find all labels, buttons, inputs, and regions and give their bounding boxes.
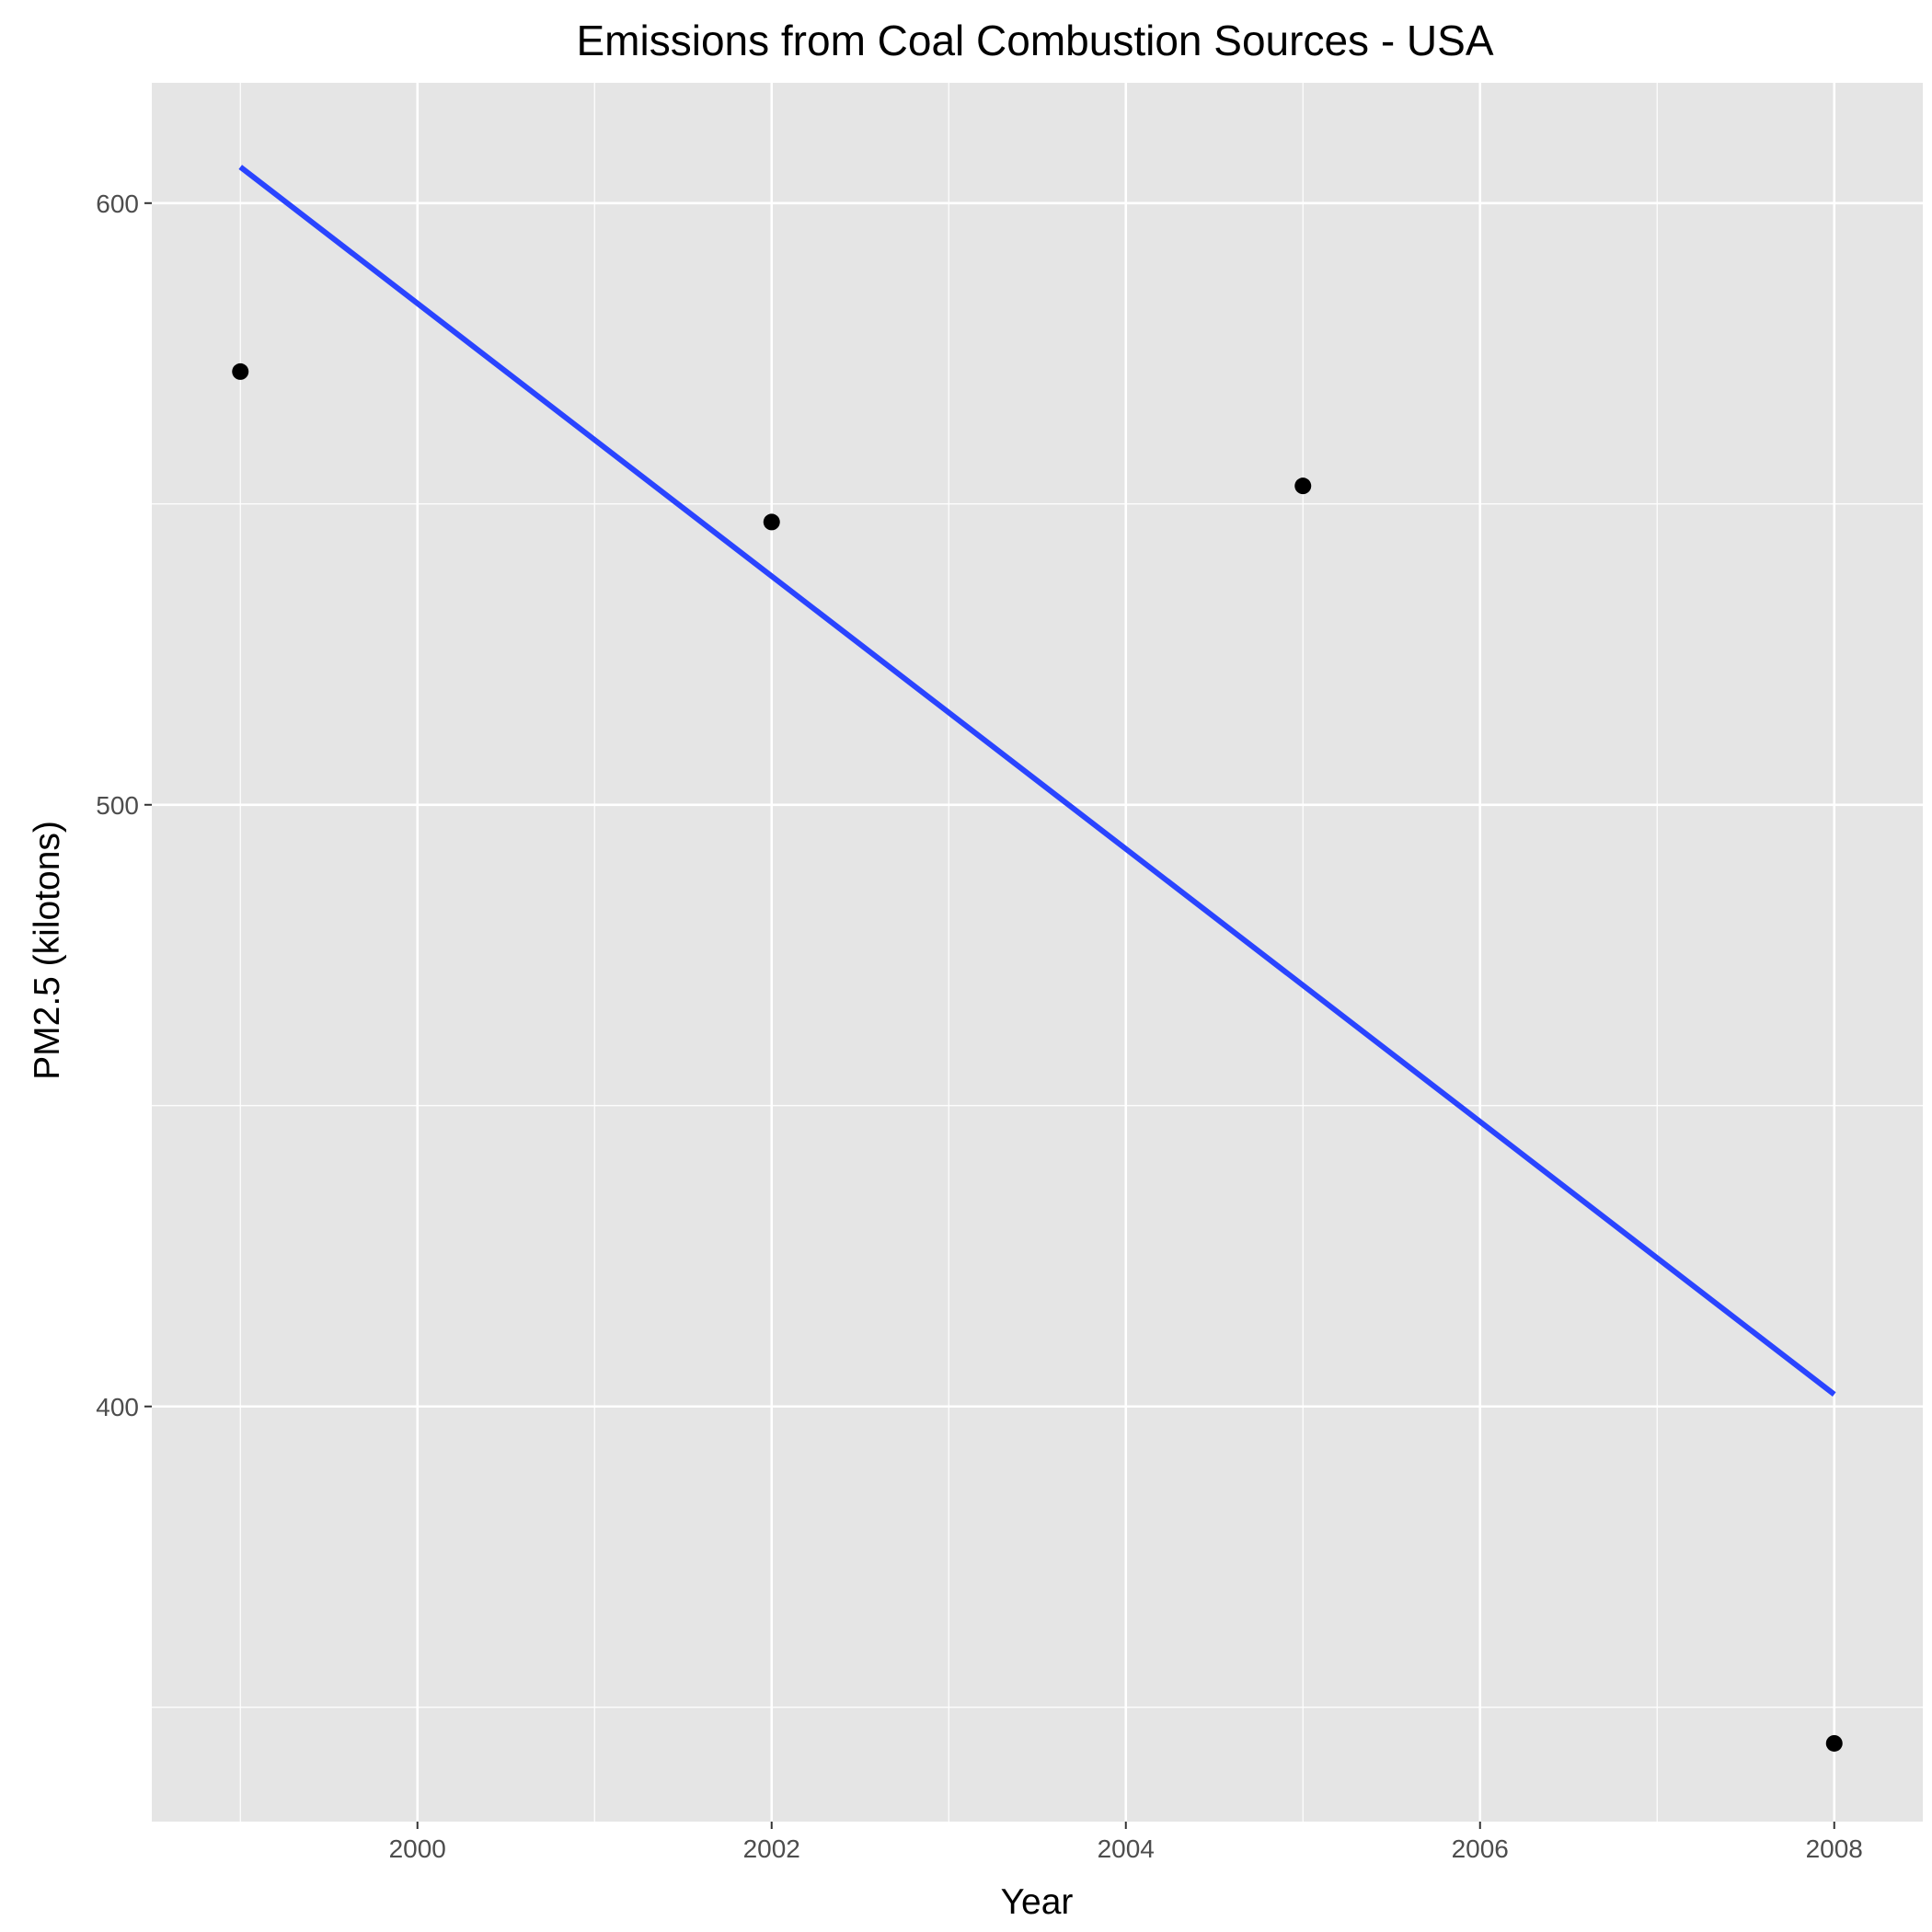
trend-line xyxy=(238,165,1836,1397)
y-tick-label: 400 xyxy=(96,1393,139,1421)
y-tick-label: 500 xyxy=(96,791,139,820)
major-gridlines xyxy=(152,83,1923,1822)
x-tick-label: 2000 xyxy=(389,1834,446,1863)
data-point xyxy=(1294,477,1312,495)
x-axis-title: Year xyxy=(1001,1882,1074,1922)
data-point xyxy=(1825,1734,1843,1752)
y-axis-title: PM2.5 (kilotons) xyxy=(28,821,67,1080)
y-tick-label: 600 xyxy=(96,190,139,218)
trend-line-layer xyxy=(238,165,1836,1397)
chart-title: Emissions from Coal Combustion Sources -… xyxy=(577,17,1494,64)
y-axis: 400 500 600 xyxy=(96,190,152,1421)
x-tick-label: 2006 xyxy=(1452,1834,1509,1863)
x-tick-label: 2002 xyxy=(743,1834,800,1863)
data-point xyxy=(763,513,780,531)
data-points-layer xyxy=(232,362,1843,1752)
x-tick-label: 2004 xyxy=(1098,1834,1155,1863)
plot-panel xyxy=(152,83,1923,1822)
x-axis: 2000 2002 2004 2006 2008 xyxy=(389,1822,1863,1863)
x-tick-label: 2008 xyxy=(1806,1834,1863,1863)
data-point xyxy=(232,362,249,380)
